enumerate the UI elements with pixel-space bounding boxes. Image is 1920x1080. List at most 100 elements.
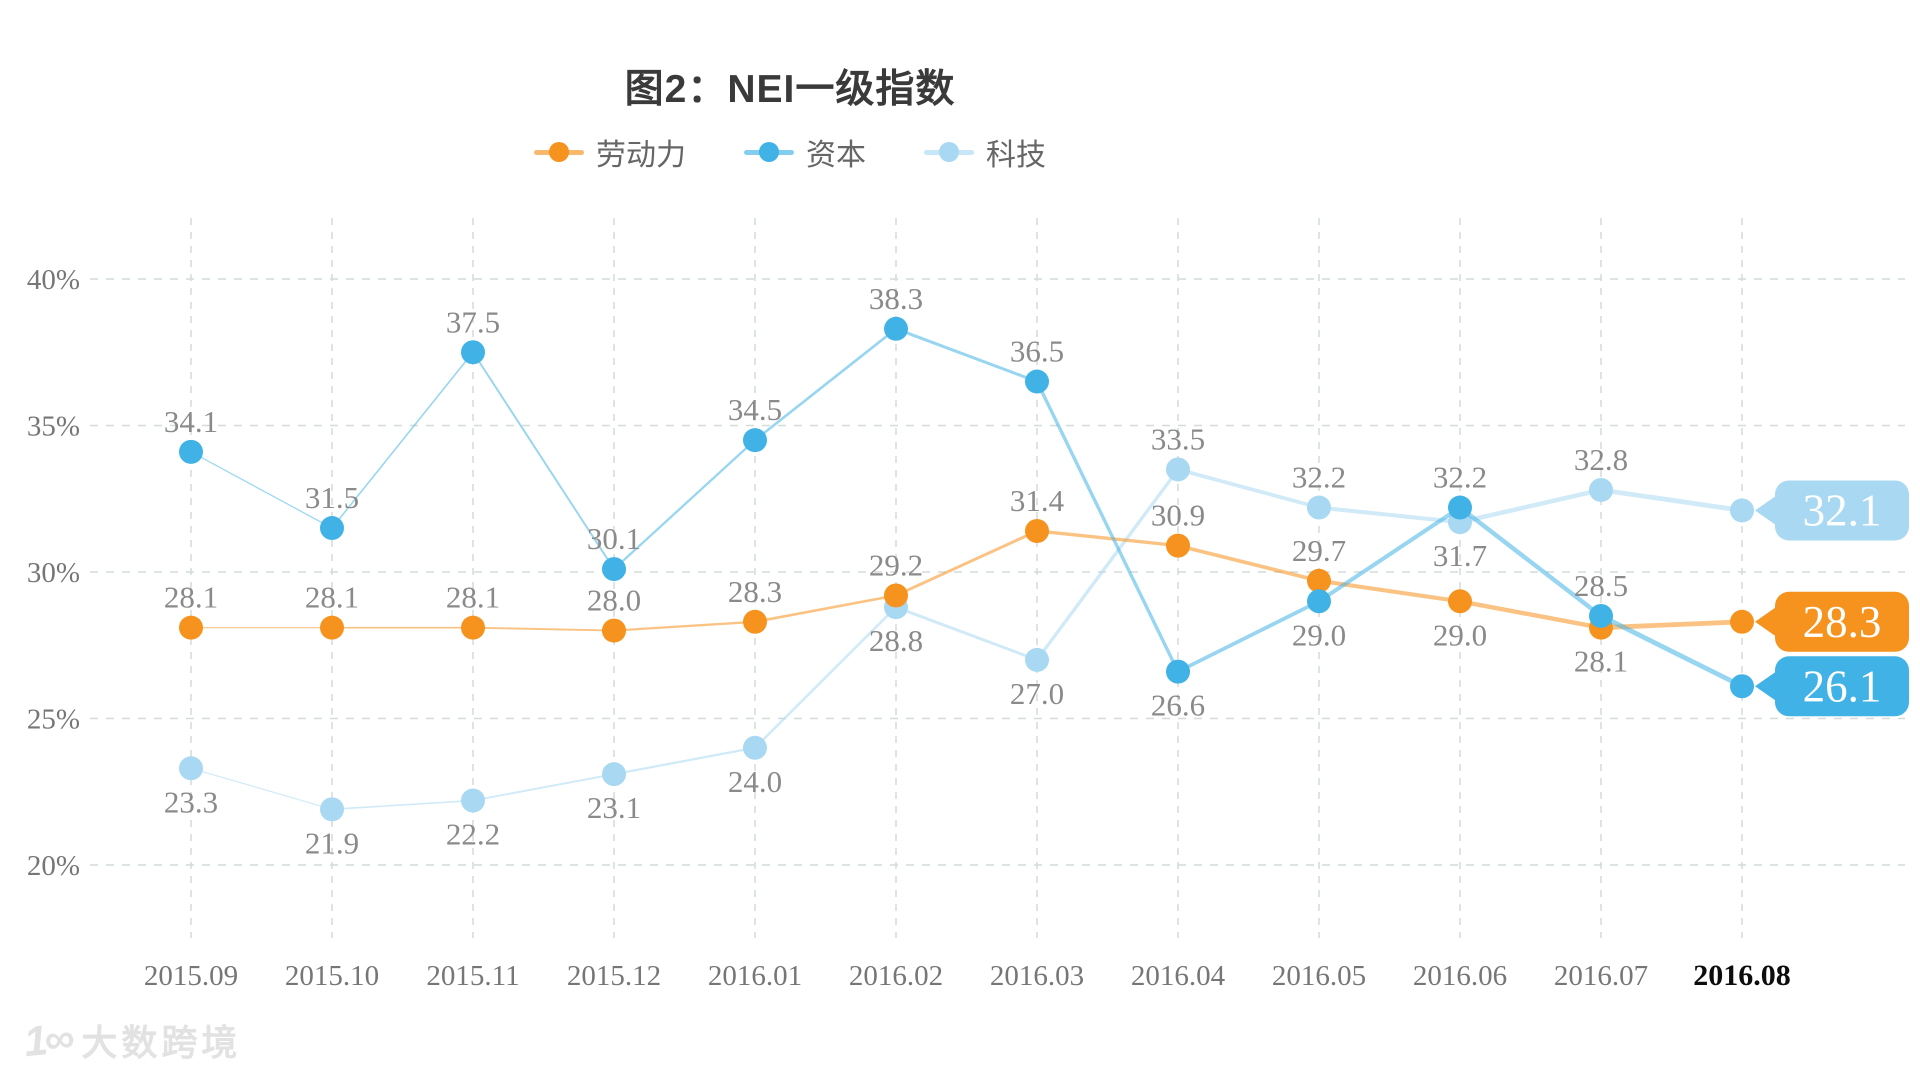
data-point[interactable]: [602, 762, 626, 787]
data-point[interactable]: [461, 340, 485, 365]
legend-item-laodongli[interactable]: 劳动力: [534, 130, 686, 174]
data-point[interactable]: [602, 557, 626, 582]
series-line-segment: [1176, 599, 1321, 674]
data-point[interactable]: [1730, 498, 1754, 523]
x-axis-label: 2016.01: [708, 960, 802, 992]
data-point[interactable]: [1307, 495, 1331, 520]
series-line-segment: [190, 767, 333, 810]
value-label: 28.5: [1574, 568, 1628, 603]
data-point[interactable]: [1025, 369, 1049, 394]
series-line-segment: [1176, 543, 1321, 583]
series-line-segment: [1316, 505, 1463, 604]
badge: [1775, 656, 1909, 717]
value-label: 28.1: [446, 580, 500, 615]
value-label: 32.8: [1574, 442, 1628, 477]
x-axis-label: 2016.05: [1272, 960, 1366, 992]
badge-arrow: [1755, 670, 1778, 703]
value-label: 29.2: [869, 547, 923, 582]
data-point[interactable]: [461, 615, 485, 640]
series-line-segment: [472, 626, 615, 632]
x-axis-label: 2015.09: [144, 960, 238, 992]
data-point[interactable]: [743, 428, 767, 453]
data-point[interactable]: [884, 583, 908, 608]
data-point[interactable]: [743, 609, 767, 634]
data-point[interactable]: [1025, 518, 1049, 543]
series-line-segment: [1176, 467, 1321, 510]
legend-item-ziben[interactable]: 资本: [744, 130, 866, 174]
data-point[interactable]: [320, 797, 344, 822]
data-point[interactable]: [1166, 533, 1190, 558]
series-line-segment: [612, 439, 757, 571]
value-label: 27.0: [1010, 676, 1064, 711]
badge-value: 32.1: [1803, 485, 1882, 535]
value-label: 28.3: [728, 574, 782, 609]
legend-marker-blue-icon: [744, 142, 794, 162]
chart-title: 图2：NEI一级指数: [624, 68, 956, 111]
value-label: 28.1: [164, 580, 218, 615]
data-point[interactable]: [1730, 674, 1754, 699]
data-point[interactable]: [1589, 477, 1613, 502]
series-line-segment: [1457, 599, 1604, 630]
series-line-segment: [331, 351, 474, 529]
data-point[interactable]: [743, 735, 767, 760]
legend-item-keji[interactable]: 科技: [924, 130, 1046, 174]
value-label: 30.9: [1151, 498, 1205, 533]
value-label: 34.1: [164, 404, 218, 439]
value-label: 24.0: [728, 764, 782, 799]
dashukuajing-logo-icon: 1∞: [21, 1013, 74, 1066]
legend-label: 劳动力: [596, 139, 686, 172]
data-point[interactable]: [179, 756, 203, 781]
data-point[interactable]: [602, 618, 626, 643]
series-line-segment: [1035, 529, 1180, 548]
data-point[interactable]: [1730, 609, 1754, 634]
series-line-segment: [1316, 578, 1463, 604]
x-axis-label: 2016.06: [1413, 960, 1507, 992]
badge: [1775, 591, 1909, 652]
value-label: 36.5: [1010, 334, 1064, 369]
data-point[interactable]: [179, 439, 203, 464]
y-axis-label: 40%: [27, 264, 80, 296]
data-point[interactable]: [884, 316, 908, 341]
value-label: 31.7: [1433, 538, 1487, 573]
data-point[interactable]: [179, 615, 203, 640]
x-axis-label: 2016.07: [1554, 960, 1648, 992]
series-line-segment: [472, 773, 615, 802]
data-point[interactable]: [1307, 568, 1331, 593]
data-point[interactable]: [1307, 589, 1331, 614]
x-axis-label: 2016.02: [849, 960, 943, 992]
value-label: 37.5: [446, 304, 500, 339]
series-line-segment: [1035, 467, 1180, 662]
series-line-segment: [753, 594, 898, 624]
legend-marker-lightblue-icon: [924, 142, 974, 162]
series-line-segment: [1035, 379, 1180, 674]
legend-label: 科技: [986, 139, 1046, 172]
value-label: 31.4: [1010, 483, 1065, 518]
data-point[interactable]: [461, 788, 485, 813]
series-line-segment: [1598, 487, 1745, 513]
series-line-segment: [1316, 505, 1463, 525]
series-line-segment: [894, 529, 1039, 597]
data-point[interactable]: [1166, 457, 1190, 482]
legend-marker-orange-icon: [534, 142, 584, 162]
data-point[interactable]: [1166, 659, 1190, 684]
data-point[interactable]: [320, 615, 344, 640]
data-point[interactable]: [1589, 603, 1613, 628]
data-point[interactable]: [1448, 589, 1472, 614]
badge-arrow: [1755, 605, 1778, 638]
value-label: 26.6: [1151, 688, 1205, 723]
badge-value: 26.1: [1803, 661, 1882, 711]
legend: 劳动力 资本 科技: [0, 130, 1580, 174]
series-line-segment: [612, 620, 757, 632]
legend-label: 资本: [806, 139, 866, 172]
watermark-label: 大数跨境: [81, 1022, 242, 1063]
badge-value: 28.3: [1803, 597, 1882, 647]
series-line-segment: [472, 351, 615, 571]
data-point[interactable]: [1448, 495, 1472, 520]
data-point[interactable]: [1025, 647, 1049, 672]
data-point[interactable]: [320, 516, 344, 541]
series-line-segment: [1457, 487, 1604, 525]
value-label: 28.0: [587, 583, 641, 618]
badge-arrow: [1755, 494, 1778, 527]
value-label: 32.2: [1292, 460, 1346, 495]
